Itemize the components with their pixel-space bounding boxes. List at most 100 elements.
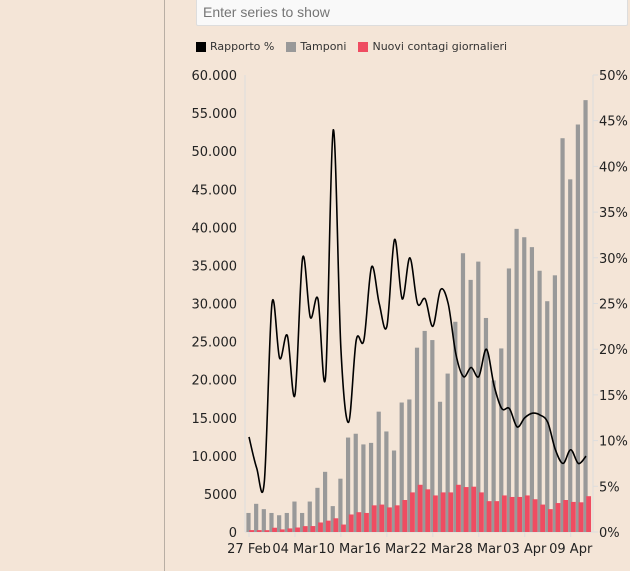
bar-nuovi-contagi <box>425 489 431 532</box>
bar-tamponi <box>568 179 573 532</box>
bar-tamponi <box>514 228 519 532</box>
left-tick-label: 55.000 <box>192 107 238 122</box>
bar-tamponi <box>430 340 435 532</box>
bar-tamponi <box>315 487 320 532</box>
bar-nuovi-contagi <box>371 505 377 532</box>
legend-swatch <box>286 41 297 52</box>
bar-nuovi-contagi <box>318 522 323 532</box>
bar-nuovi-contagi <box>364 512 369 532</box>
legend-item-tamponi[interactable]: Tamponi <box>286 40 346 53</box>
right-tick-label: 30% <box>599 252 628 267</box>
bar-tamponi <box>453 321 458 532</box>
bar-tamponi <box>552 275 557 532</box>
bar-tamponi <box>560 138 565 533</box>
bar-tamponi <box>300 512 305 532</box>
bar-tamponi <box>545 301 550 532</box>
x-tick-label: 09 Apr <box>549 542 593 557</box>
bar-nuovi-contagi <box>479 492 484 532</box>
bar-nuovi-contagi <box>417 484 423 532</box>
left-tick-label: 30.000 <box>192 298 238 313</box>
bar-nuovi-contagi <box>570 501 576 532</box>
legend-label: Tamponi <box>300 40 347 53</box>
x-tick-label: 28 Mar <box>456 542 502 557</box>
legend-swatch <box>196 41 206 52</box>
bar-nuovi-contagi <box>256 530 262 532</box>
legend-item-nuovi-contagi[interactable]: Nuovi contagi giornalieri <box>358 40 507 53</box>
bar-tamponi <box>254 503 259 532</box>
bar-tamponi <box>246 512 251 532</box>
bar-tamponi <box>323 471 328 532</box>
bar-nuovi-contagi <box>517 496 523 532</box>
left-tick-label: 5000 <box>204 488 237 503</box>
bar-tamponi <box>284 512 289 532</box>
series-search-input[interactable] <box>196 0 628 26</box>
bar-tamponi <box>338 478 343 532</box>
bar-tamponi <box>506 268 512 532</box>
line-rapporto <box>248 129 587 493</box>
bar-nuovi-contagi <box>394 505 400 532</box>
x-tick-label: 22 Mar <box>410 542 456 557</box>
bar-tamponi <box>468 279 473 532</box>
bar-nuovi-contagi <box>586 496 592 532</box>
right-tick-label: 15% <box>599 389 628 404</box>
right-tick-label: 10% <box>599 435 628 450</box>
bar-nuovi-contagi <box>302 526 308 532</box>
bar-nuovi-contagi <box>348 514 354 532</box>
bar-tamponi <box>407 399 412 532</box>
bar-tamponi <box>460 253 466 533</box>
bar-nuovi-contagi <box>563 500 569 532</box>
bar-nuovi-contagi <box>272 527 277 532</box>
left-tick-label: 60.000 <box>192 69 238 84</box>
x-tick-label: 16 Mar <box>364 542 410 557</box>
bar-nuovi-contagi <box>341 524 346 532</box>
bar-nuovi-contagi <box>295 527 300 532</box>
left-tick-label: 40.000 <box>192 221 238 236</box>
bar-tamponi <box>483 317 489 532</box>
bar-nuovi-contagi <box>578 502 584 532</box>
bar-nuovi-contagi <box>547 509 553 532</box>
right-tick-label: 5% <box>599 480 620 495</box>
bar-tamponi <box>476 261 481 532</box>
bar-nuovi-contagi <box>402 500 408 532</box>
right-tick-label: 40% <box>599 160 628 175</box>
bar-tamponi <box>391 450 397 532</box>
bar-tamponi <box>522 237 527 533</box>
left-tick-label: 10.000 <box>192 450 238 465</box>
bar-nuovi-contagi <box>310 526 316 532</box>
bar-nuovi-contagi <box>486 501 492 532</box>
bar-nuovi-contagi <box>387 507 392 532</box>
left-tick-label: 15.000 <box>192 412 238 427</box>
bar-nuovi-contagi <box>501 495 507 532</box>
bar-tamponi <box>307 501 312 532</box>
chart-legend: Rapporto % Tamponi Nuovi contagi giornal… <box>196 40 507 53</box>
bar-nuovi-contagi <box>440 492 446 532</box>
x-tick-label: 10 Mar <box>318 542 364 557</box>
bar-nuovi-contagi <box>379 504 385 532</box>
bar-nuovi-contagi <box>463 487 469 532</box>
bar-tamponi <box>269 512 274 532</box>
bar-nuovi-contagi <box>264 530 270 532</box>
bar-tamponi <box>345 437 351 532</box>
bar-tamponi <box>437 401 443 532</box>
right-tick-label: 35% <box>599 206 628 221</box>
bar-tamponi <box>292 501 297 532</box>
bar-nuovi-contagi <box>532 499 538 532</box>
bar-nuovi-contagi <box>540 504 546 532</box>
bar-tamponi <box>575 124 580 532</box>
legend-item-rapporto[interactable]: Rapporto % <box>196 40 274 53</box>
bar-nuovi-contagi <box>356 512 362 532</box>
bar-nuovi-contagi <box>325 520 331 532</box>
right-tick-label: 20% <box>599 343 628 358</box>
bar-tamponi <box>330 506 335 532</box>
bar-nuovi-contagi <box>448 492 454 532</box>
bar-nuovi-contagi <box>555 503 561 532</box>
bar-tamponi <box>422 330 427 532</box>
right-tick-label: 50% <box>599 69 628 84</box>
bar-tamponi <box>499 348 504 532</box>
bar-tamponi <box>583 100 588 532</box>
panel-divider <box>164 0 165 571</box>
bar-tamponi <box>368 442 374 532</box>
bar-nuovi-contagi <box>249 530 254 532</box>
right-tick-label: 0% <box>599 526 620 541</box>
